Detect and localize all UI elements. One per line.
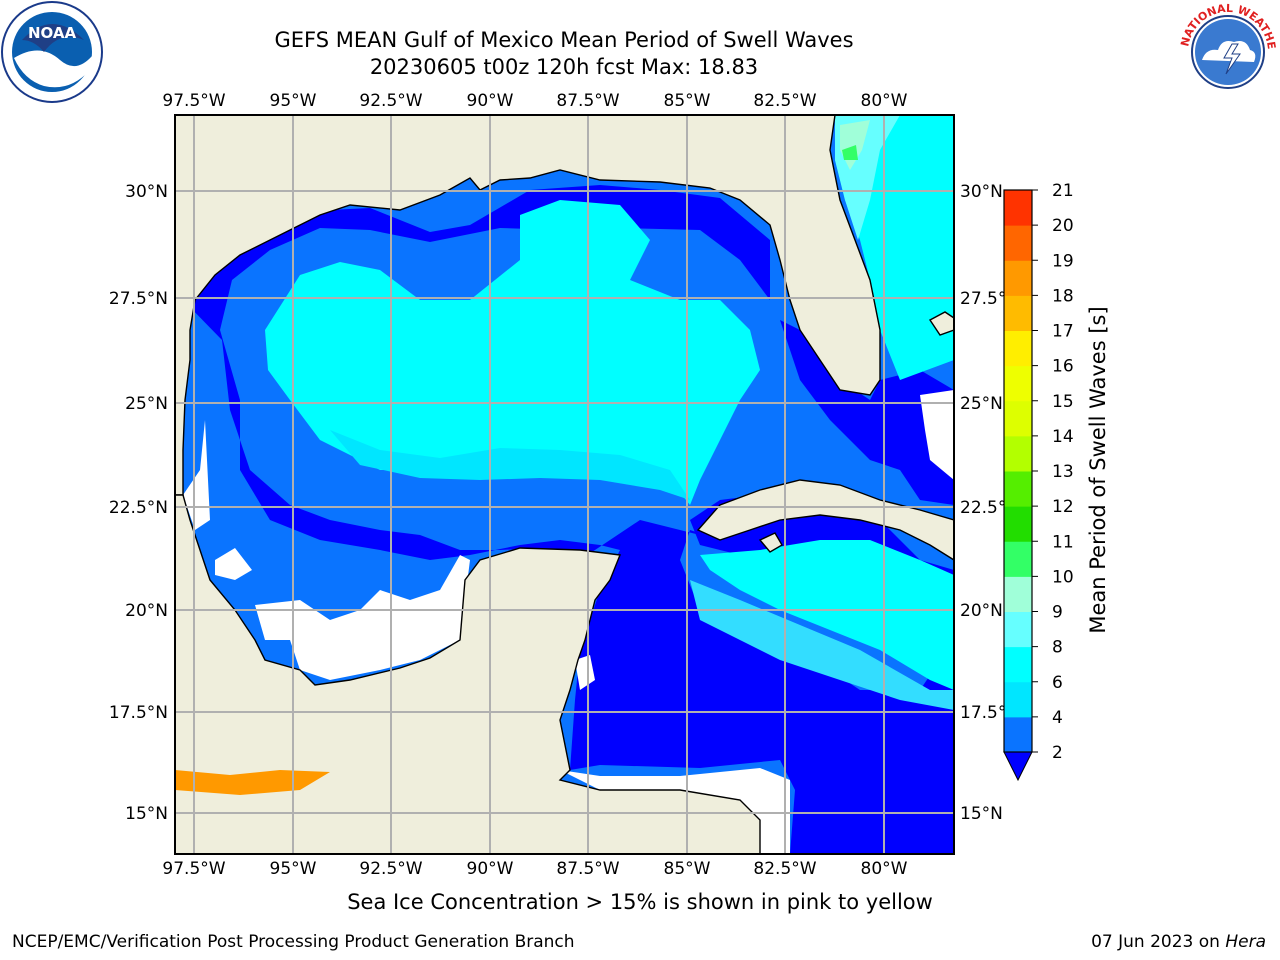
date-text: 07 Jun 2023 on Hera (1091, 932, 1266, 952)
lon-label: 90°W (467, 859, 514, 879)
swell-region-6s-gulf (265, 200, 760, 505)
colorbar-segment (1004, 646, 1032, 683)
colorbar-segment (1004, 330, 1032, 367)
lat-label: 25°N (125, 394, 168, 414)
colorbar-segment (1004, 506, 1032, 542)
colorbar-tick-label: 16 (1052, 357, 1074, 377)
sea-ice-note: Sea Ice Concentration > 15% is shown in … (347, 890, 933, 914)
colorbar-tick-label: 13 (1052, 462, 1074, 482)
colorbar-tick-label: 10 (1052, 567, 1074, 587)
noaa-logo: NOAA (1, 1, 103, 103)
lon-label: 95°W (270, 91, 317, 111)
lon-labels-bottom: 97.5°W 95°W 92.5°W 90°W 87.5°W 85°W 82.5… (162, 859, 907, 879)
colorbar-tick-label: 6 (1052, 673, 1063, 693)
colorbar-tick-label: 12 (1052, 497, 1074, 517)
lat-label: 25°N (960, 394, 1003, 414)
gridlines (175, 115, 954, 854)
lat-label: 30°N (960, 182, 1003, 202)
colorbar-segment (1004, 541, 1032, 577)
colorbar-tick-label: 8 (1052, 638, 1063, 658)
lat-label: 22.5°N (109, 498, 168, 518)
noaa-logo-text: NOAA (28, 24, 77, 42)
colorbar-tick-label: 18 (1052, 286, 1074, 306)
lat-label: 15°N (125, 804, 168, 824)
lon-label: 82.5°W (753, 91, 816, 111)
lon-label: 90°W (467, 91, 514, 111)
lat-label: 20°N (960, 601, 1003, 621)
swell-region-6s-caribbean (700, 540, 954, 690)
lon-label: 80°W (861, 859, 908, 879)
land-bahamas (928, 311, 954, 336)
colorbar-segment (1004, 260, 1032, 296)
lat-label: 17.5°N (109, 703, 168, 723)
lon-labels-top: 97.5°W 95°W 92.5°W 90°W 87.5°W 85°W 82.5… (162, 91, 907, 111)
lat-label: 27.5°N (109, 289, 168, 309)
swell-region-10s-atlantic (842, 145, 858, 160)
land-mexico (175, 494, 761, 854)
colorbar-under-triangle (1003, 751, 1033, 782)
colorbar-segment (1004, 681, 1032, 718)
host-name: Hera (1225, 932, 1266, 952)
lon-label: 97.5°W (162, 859, 225, 879)
colorbar-tick-label: 17 (1052, 322, 1074, 342)
colorbar-segment (1004, 435, 1032, 472)
colorbar-tick-label: 15 (1052, 392, 1074, 412)
colorbar-segment (1004, 400, 1032, 437)
map-frame (174, 114, 955, 855)
swell-region-4s-gulf (330, 430, 690, 500)
lat-label: 15°N (960, 804, 1003, 824)
lon-label: 80°W (861, 91, 908, 111)
colorbar-tick-label: 4 (1052, 708, 1063, 728)
colorbar-tick-label: 11 (1052, 532, 1074, 552)
lon-label: 87.5°W (556, 859, 619, 879)
lat-label: 30°N (125, 182, 168, 202)
colorbar-segment (1004, 716, 1032, 753)
colorbar-tick-label: 14 (1052, 427, 1074, 447)
lon-label: 97.5°W (162, 91, 225, 111)
lon-label: 92.5°W (359, 859, 422, 879)
colorbar-tick-label: 21 (1052, 181, 1074, 201)
colorbar: 2 4 6 8 9 10 11 12 13 14 15 16 17 18 19 20 21 (1003, 181, 1074, 782)
colorbar-segment (1004, 576, 1032, 612)
colorbar-segment (1004, 190, 1032, 226)
land-masses (175, 115, 954, 854)
colorbar-segment (1004, 365, 1032, 402)
colorbar-label: Mean Period of Swell Waves [s] (1086, 306, 1110, 633)
lon-label: 85°W (664, 91, 711, 111)
lon-label: 87.5°W (556, 91, 619, 111)
land-isle-of-youth (758, 532, 783, 553)
lon-label: 85°W (664, 859, 711, 879)
chart-title: GEFS MEAN Gulf of Mexico Mean Period of … (274, 28, 854, 52)
land-us-north (175, 115, 881, 496)
lon-label: 95°W (270, 859, 317, 879)
swell-region-2s-caribbean (690, 492, 954, 640)
chart-subtitle: 20230605 t00z 120h fcst Max: 18.83 (369, 55, 759, 79)
lat-labels-left: 30°N 27.5°N 25°N 22.5°N 20°N 17.5°N 15°N (109, 182, 168, 824)
lon-label: 82.5°W (753, 859, 816, 879)
colorbar-tick-label: 9 (1052, 603, 1063, 623)
colorbar-segment (1004, 225, 1032, 261)
map-area (175, 115, 954, 854)
colorbar-tick-label: 20 (1052, 216, 1074, 236)
lat-label: 20°N (125, 601, 168, 621)
colorbar-segment (1004, 295, 1032, 331)
colorbar-tick-label: 2 (1052, 743, 1063, 763)
land-cuba (696, 479, 954, 561)
swell-region-2s-west (183, 185, 954, 854)
colorbar-segment (1004, 471, 1032, 507)
credit-text: NCEP/EMC/Verification Post Processing Pr… (12, 932, 575, 952)
date-value: 07 Jun 2023 on (1091, 932, 1220, 952)
lon-label: 92.5°W (359, 91, 422, 111)
sea-ice-overlay (175, 770, 330, 795)
nws-logo: NATIONAL WEATHER SERVICE (1176, 0, 1278, 102)
colorbar-tick-label: 19 (1052, 251, 1074, 271)
swell-region-4s-caribbean (690, 580, 954, 710)
colorbar-segment (1004, 611, 1032, 648)
